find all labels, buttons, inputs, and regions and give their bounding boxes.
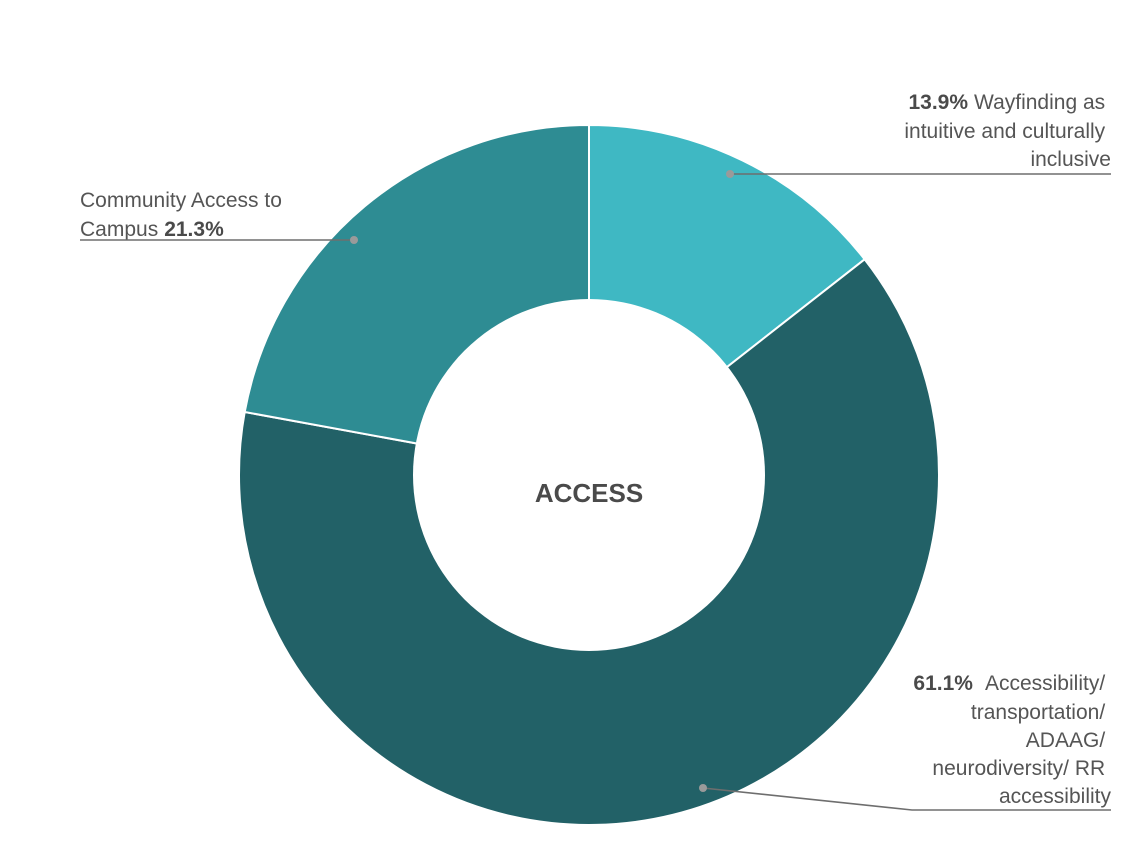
slice-label-community: Community Access to Campus 21.3% xyxy=(80,189,358,244)
slice-value-wayfinding: 13.9% xyxy=(908,91,968,114)
slice-label-line: ADAAG/ xyxy=(1026,729,1106,752)
slice-label-line: transportation/ xyxy=(971,701,1105,724)
slice-label-line: neurodiversity/ RR xyxy=(932,757,1105,780)
slice-label-line: Wayfinding as xyxy=(974,91,1105,114)
leader-line-accessibility xyxy=(702,787,1111,811)
slice-label-line: Accessibility/ xyxy=(985,672,1105,695)
slice-label-line: accessibility xyxy=(999,785,1112,808)
leader-dot-community xyxy=(350,236,358,244)
slice-value-community: 21.3% xyxy=(164,218,224,241)
slice-label-line: inclusive xyxy=(1030,148,1111,171)
leader-dot-accessibility xyxy=(699,784,707,792)
leader-dot-wayfinding xyxy=(726,170,734,178)
svg-text:13.9%Wayfinding as intui: 13.9% Wayfinding as intuitive and cultura… xyxy=(904,91,1111,171)
center-label: ACCESS xyxy=(535,478,643,508)
slice-label-line: intuitive and culturally xyxy=(904,120,1105,143)
slice-value-accessibility: 61.1% xyxy=(913,672,973,695)
slice-label-accessibility: 61.1% Accessibility/ transportation/ ADAA… xyxy=(699,672,1111,811)
svg-text:61.1%Accessibility/ tran: 61.1% Accessibility/ transportation/ ADAA… xyxy=(913,672,1111,808)
slice-label-line: Campus xyxy=(80,218,158,241)
slice-label-wayfinding: 13.9% Wayfinding as intuitive and cultura… xyxy=(726,91,1111,178)
donut-hole xyxy=(413,299,765,651)
svg-text:Community Access to Camp: Community Access to Campus 21.3% xyxy=(80,189,288,241)
slice-label-line: Community Access to xyxy=(80,189,282,212)
